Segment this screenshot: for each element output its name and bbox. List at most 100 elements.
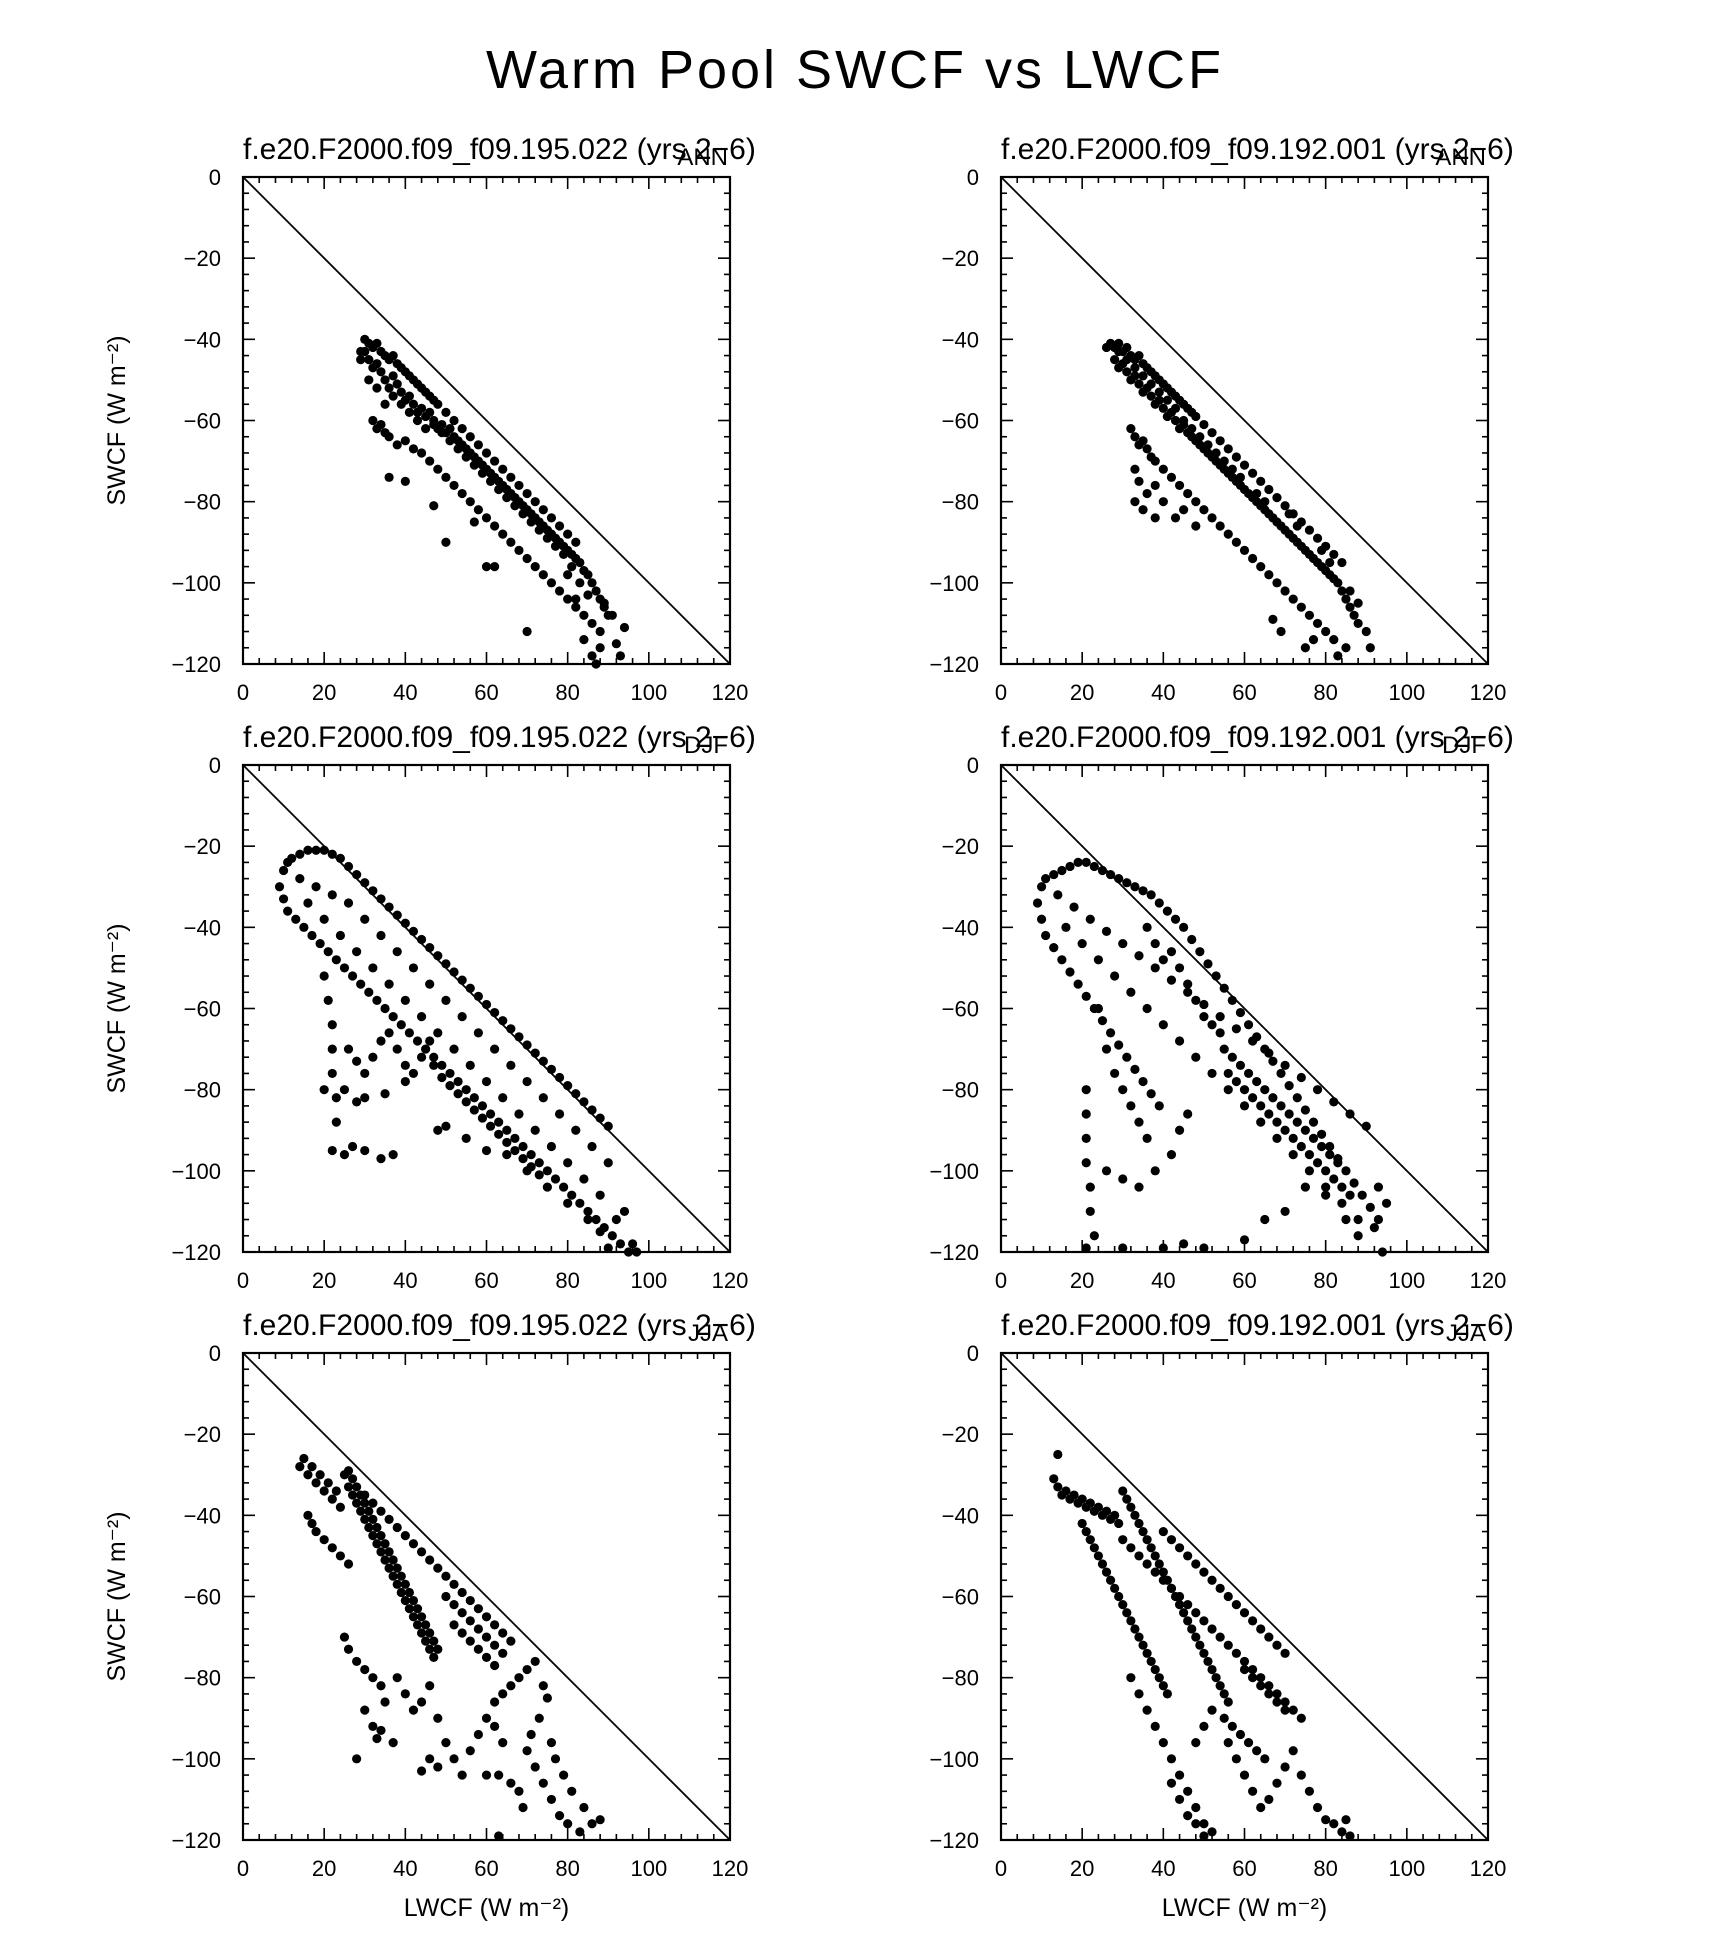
data-point	[1345, 1190, 1355, 1200]
data-point	[1166, 1778, 1177, 1788]
data-point	[416, 1697, 427, 1707]
data-point	[425, 1628, 435, 1638]
data-point	[437, 428, 447, 438]
data-point	[530, 497, 540, 507]
data-point	[421, 1620, 431, 1630]
data-point	[1114, 1518, 1124, 1529]
x-tick-label: 40	[393, 1856, 417, 1881]
figure-title: Warm Pool SWCF vs LWCF	[486, 40, 1224, 100]
data-point	[538, 1778, 548, 1788]
data-point	[465, 1746, 475, 1756]
data-point	[347, 1474, 358, 1484]
x-tick-label: 20	[312, 1268, 336, 1293]
data-point	[1243, 1738, 1254, 1748]
data-point	[1239, 1656, 1250, 1667]
data-point	[1057, 955, 1067, 965]
data-point	[1308, 1133, 1319, 1143]
data-point	[360, 1664, 370, 1675]
data-point	[1199, 1243, 1209, 1253]
data-point	[360, 1145, 370, 1156]
data-point	[583, 570, 593, 580]
data-point	[388, 1738, 398, 1748]
data-point	[1207, 1068, 1217, 1079]
data-point	[490, 1620, 500, 1630]
data-point	[1114, 1040, 1124, 1050]
data-point	[392, 1522, 402, 1533]
data-point	[514, 480, 524, 491]
data-point	[1207, 1705, 1217, 1715]
data-point	[372, 383, 382, 393]
data-point	[490, 1660, 500, 1671]
data-point	[1105, 869, 1116, 880]
data-point	[408, 926, 419, 936]
data-point	[534, 525, 544, 535]
data-point	[396, 399, 406, 409]
data-point	[1219, 1713, 1229, 1723]
data-point	[319, 971, 329, 981]
data-point	[449, 1600, 459, 1610]
data-point	[583, 590, 593, 600]
y-tick-label: −60	[942, 1585, 979, 1610]
x-tick-label: 60	[1232, 1268, 1256, 1293]
data-point	[441, 995, 451, 1005]
data-point	[481, 513, 492, 523]
data-point	[1081, 991, 1091, 1001]
data-point	[510, 501, 520, 511]
x-tick-label: 120	[1470, 1268, 1507, 1293]
data-point	[485, 476, 496, 486]
data-point	[1264, 484, 1274, 495]
data-point	[1101, 926, 1112, 936]
data-point	[1231, 1600, 1241, 1610]
data-point	[583, 1214, 593, 1225]
data-point	[1105, 1028, 1116, 1038]
y-tick-label: −80	[942, 1666, 979, 1691]
data-point	[1053, 1482, 1063, 1492]
data-point	[465, 1595, 475, 1606]
data-point	[1191, 1819, 1201, 1829]
data-point	[319, 1486, 329, 1496]
data-point	[1093, 955, 1103, 965]
data-point	[514, 1109, 524, 1119]
y-tick-label: −100	[929, 1747, 979, 1772]
data-point	[1199, 1012, 1209, 1022]
data-point	[1203, 959, 1213, 969]
data-point	[1211, 971, 1221, 981]
data-point	[437, 1072, 447, 1083]
data-point	[311, 1526, 321, 1537]
data-point	[1227, 464, 1237, 474]
data-point	[1081, 857, 1091, 868]
reference-line	[1000, 176, 1489, 665]
data-point	[441, 959, 451, 969]
data-point	[412, 415, 423, 426]
data-point	[335, 1502, 345, 1512]
data-point	[1207, 1664, 1217, 1675]
data-point	[1337, 1827, 1347, 1837]
data-point	[1183, 1786, 1193, 1796]
data-point	[425, 979, 435, 989]
data-point	[1174, 1794, 1185, 1805]
data-point	[392, 1673, 402, 1683]
data-point	[1304, 610, 1315, 620]
data-point	[563, 529, 573, 539]
data-point	[1199, 1616, 1209, 1626]
data-point	[429, 501, 439, 511]
data-point	[404, 1587, 414, 1598]
data-point	[1158, 1738, 1168, 1748]
y-tick-label: −120	[171, 1828, 221, 1853]
data-point	[360, 1068, 370, 1079]
data-point	[563, 1158, 573, 1168]
data-point	[445, 1081, 455, 1091]
data-point	[368, 1514, 378, 1524]
data-point	[490, 1721, 500, 1731]
data-point	[1081, 1526, 1091, 1537]
data-point	[392, 1563, 402, 1573]
data-point	[356, 979, 366, 989]
data-point	[457, 1608, 467, 1618]
data-point	[1154, 898, 1164, 908]
x-tick-label: 0	[237, 1268, 249, 1293]
data-point	[425, 1644, 435, 1654]
data-point	[1138, 1640, 1148, 1650]
data-point	[1150, 938, 1160, 949]
data-point	[372, 1733, 382, 1744]
data-point	[477, 1113, 488, 1123]
